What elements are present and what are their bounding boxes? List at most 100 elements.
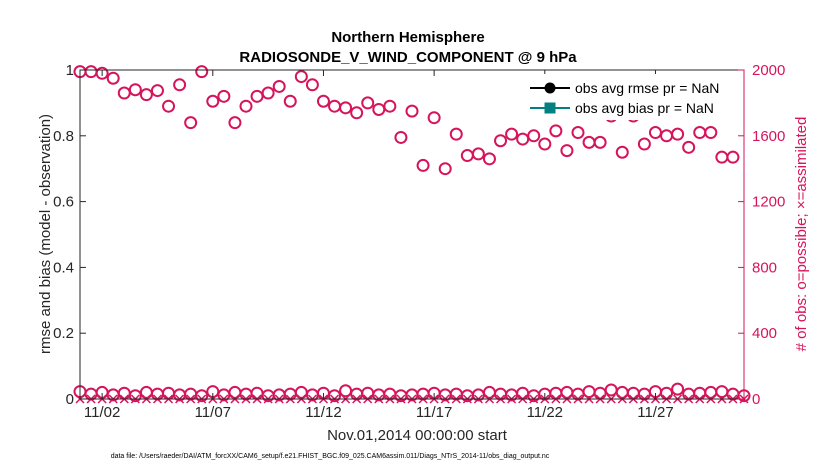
obs-possible-marker bbox=[538, 137, 552, 151]
y-axis-label-left: rmse and bias (model - observation) bbox=[37, 114, 54, 354]
obs-possible-marker bbox=[615, 145, 629, 159]
obs-possible-marker bbox=[427, 111, 441, 125]
y-tick-label-left: 1 bbox=[66, 62, 74, 79]
obs-possible-marker bbox=[206, 94, 220, 108]
obs-possible-marker bbox=[228, 116, 242, 130]
legend-rmse-label: obs avg rmse pr = NaN bbox=[575, 80, 719, 96]
obs-possible-marker bbox=[704, 385, 718, 399]
obs-possible-marker bbox=[482, 152, 496, 166]
obs-possible-marker bbox=[660, 129, 674, 143]
obs-possible-marker bbox=[726, 387, 740, 401]
legend-bias-marker bbox=[544, 102, 556, 114]
obs-possible-marker bbox=[106, 71, 120, 85]
obs-possible-marker bbox=[294, 385, 308, 399]
obs-possible-marker bbox=[671, 127, 685, 141]
obs-possible-marker bbox=[660, 386, 674, 400]
obs-possible-marker bbox=[272, 79, 286, 93]
obs-possible-marker bbox=[637, 387, 651, 401]
obs-possible-marker bbox=[139, 88, 153, 102]
obs-possible-marker bbox=[693, 126, 707, 140]
obs-possible-marker bbox=[593, 386, 607, 400]
obs-possible-marker bbox=[516, 132, 530, 146]
obs-possible-marker bbox=[239, 387, 253, 401]
obs-possible-marker bbox=[494, 134, 508, 148]
obs-possible-marker bbox=[128, 83, 142, 97]
y-tick-label-left: 0.2 bbox=[53, 325, 74, 342]
obs-possible-marker bbox=[671, 382, 685, 396]
x-tick-label: 11/27 bbox=[637, 404, 673, 421]
legend-box bbox=[520, 74, 740, 120]
obs-possible-marker bbox=[460, 149, 474, 163]
obs-possible-marker bbox=[416, 387, 430, 401]
obs-possible-marker bbox=[626, 386, 640, 400]
obs-possible-marker bbox=[305, 78, 319, 92]
obs-possible-marker bbox=[549, 386, 563, 400]
obs-possible-marker bbox=[482, 385, 496, 399]
legend-bias-label: obs avg bias pr = NaN bbox=[575, 100, 714, 116]
obs-possible-marker bbox=[394, 130, 408, 144]
y-tick-label-right: 400 bbox=[752, 325, 777, 342]
y-tick-label-right: 800 bbox=[752, 259, 777, 276]
obs-possible-marker bbox=[438, 162, 452, 176]
obs-possible-marker bbox=[604, 383, 618, 397]
obs-possible-marker bbox=[328, 99, 342, 113]
obs-possible-marker bbox=[228, 385, 242, 399]
obs-possible-marker bbox=[339, 384, 353, 398]
obs-possible-marker bbox=[350, 106, 364, 120]
obs-possible-marker bbox=[383, 387, 397, 401]
y-tick-label-left: 0.4 bbox=[53, 259, 74, 276]
obs-possible-marker bbox=[162, 386, 176, 400]
y-tick-label-right: 0 bbox=[752, 391, 760, 408]
obs-possible-marker bbox=[117, 86, 131, 100]
obs-possible-marker bbox=[449, 127, 463, 141]
tick-layer: 0 0.2 0.4 0.6 0.8 1 0 400 800 1200 1600 2000 11/02 11… bbox=[53, 62, 785, 421]
obs-possible-marker bbox=[117, 386, 131, 400]
obs-possible-marker bbox=[184, 387, 198, 401]
obs-possible-marker bbox=[316, 94, 330, 108]
obs-possible-marker bbox=[505, 127, 519, 141]
y-tick-label-right: 1600 bbox=[752, 128, 785, 145]
y-tick-label-right: 1200 bbox=[752, 194, 785, 211]
obs-possible-marker bbox=[516, 386, 530, 400]
x-tick-label: 11/22 bbox=[527, 404, 563, 421]
y-tick-label-left: 0.6 bbox=[53, 194, 74, 211]
obs-possible-marker bbox=[361, 96, 375, 110]
obs-possible-marker bbox=[715, 150, 729, 164]
obs-possible-marker bbox=[294, 70, 308, 84]
obs-possible-marker bbox=[449, 387, 463, 401]
obs-possible-marker bbox=[383, 99, 397, 113]
obs-possible-marker bbox=[582, 135, 596, 149]
obs-possible-marker bbox=[361, 386, 375, 400]
obs-possible-marker bbox=[682, 387, 696, 401]
footnote: data file: /Users/raeder/DAI/ATM_forcXX/… bbox=[111, 453, 550, 460]
obs-possible-marker bbox=[195, 65, 209, 79]
obs-possible-marker bbox=[682, 140, 696, 154]
obs-possible-marker bbox=[372, 102, 386, 116]
obs-possible-marker bbox=[350, 387, 364, 401]
x-tick-label: 11/02 bbox=[84, 404, 120, 421]
obs-possible-marker bbox=[328, 389, 342, 403]
obs-possible-marker bbox=[173, 78, 187, 92]
obs-possible-marker bbox=[217, 89, 231, 103]
obs-possible-marker bbox=[560, 144, 574, 158]
obs-possible-marker bbox=[416, 158, 430, 172]
obs-possible-marker bbox=[704, 126, 718, 140]
obs-possible-marker bbox=[239, 99, 253, 113]
obs-possible-marker bbox=[527, 129, 541, 143]
obs-possible-marker bbox=[150, 387, 164, 401]
obs-possible-marker bbox=[95, 66, 109, 80]
chart-title: Northern Hemisphere bbox=[331, 29, 484, 46]
obs-possible-marker bbox=[339, 101, 353, 115]
obs-possible-marker bbox=[615, 385, 629, 399]
x-tick-label: 11/12 bbox=[305, 404, 341, 421]
obs-possible-marker bbox=[150, 84, 164, 98]
obs-possible-marker bbox=[571, 126, 585, 140]
obs-possible-marker bbox=[184, 116, 198, 130]
obs-possible-marker bbox=[250, 386, 264, 400]
y-tick-label-right: 2000 bbox=[752, 62, 785, 79]
x-tick-label: 11/17 bbox=[416, 404, 452, 421]
obs-possible-marker bbox=[549, 124, 563, 138]
y-tick-label-left: 0 bbox=[66, 391, 74, 408]
obs-possible-marker bbox=[283, 94, 297, 108]
